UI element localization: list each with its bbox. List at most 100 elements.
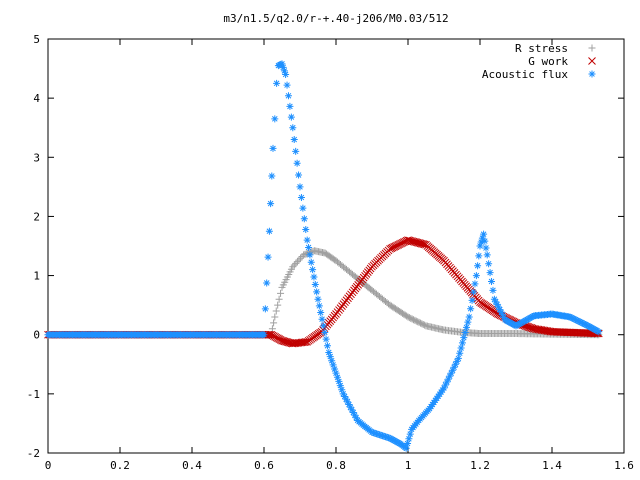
data-point xyxy=(404,440,412,448)
data-point xyxy=(339,390,347,398)
data-point xyxy=(465,313,473,321)
data-point xyxy=(277,289,285,297)
x-tick-label: 0 xyxy=(45,459,52,472)
data-point xyxy=(525,323,534,332)
data-point xyxy=(463,323,470,331)
x-tick-label: 0.6 xyxy=(254,459,274,472)
data-point xyxy=(295,171,303,179)
data-point xyxy=(481,237,489,245)
data-point xyxy=(286,102,294,110)
data-point xyxy=(456,349,464,357)
data-point xyxy=(475,252,483,260)
legend-marker xyxy=(588,44,596,52)
data-point xyxy=(306,251,314,259)
data-point xyxy=(300,215,308,223)
y-axis: -2 -1 0 1 2 3 4 5 xyxy=(27,33,624,460)
data-point xyxy=(292,147,300,155)
data-point xyxy=(335,377,343,385)
data-point xyxy=(265,227,273,235)
y-tick-label: 1 xyxy=(33,270,40,283)
data-point xyxy=(406,430,414,438)
series-2 xyxy=(44,60,603,452)
x-tick-label: 1 xyxy=(405,459,412,472)
legend-marker xyxy=(588,57,596,65)
data-point xyxy=(467,305,475,313)
data-point xyxy=(329,361,337,369)
data-point xyxy=(336,382,344,390)
data-point xyxy=(315,302,323,310)
data-point xyxy=(588,70,596,78)
data-point xyxy=(493,300,501,308)
data-point xyxy=(500,313,508,321)
data-point xyxy=(349,408,357,416)
data-point xyxy=(287,113,295,121)
x-axis: 0 0.2 0.4 0.6 0.8 1 1.2 1.4 1.6 xyxy=(45,39,634,472)
data-point xyxy=(322,335,330,343)
data-point xyxy=(280,67,288,75)
data-point xyxy=(468,296,476,304)
data-point xyxy=(297,194,305,202)
legend-label: Acoustic flux xyxy=(482,68,568,81)
data-point xyxy=(474,262,482,270)
plot-area xyxy=(44,60,603,452)
data-point xyxy=(476,242,484,250)
data-point xyxy=(338,386,346,394)
y-tick-label: 3 xyxy=(33,151,40,164)
y-tick-label: -1 xyxy=(27,388,40,401)
data-point xyxy=(443,378,451,386)
data-point xyxy=(478,234,486,242)
data-point xyxy=(496,306,504,314)
data-point xyxy=(480,230,488,238)
data-point xyxy=(527,324,536,332)
chart-title: m3/n1.5/q2.0/r-+.40-j206/M0.03/512 xyxy=(223,12,448,25)
data-point xyxy=(289,124,297,132)
data-point xyxy=(494,303,502,311)
data-point xyxy=(342,395,350,403)
data-point xyxy=(485,260,493,268)
data-point xyxy=(293,258,301,266)
y-tick-label: 2 xyxy=(33,210,40,223)
data-point xyxy=(497,308,505,316)
data-point xyxy=(269,144,277,152)
data-point xyxy=(290,261,298,269)
data-point xyxy=(326,353,334,361)
data-point xyxy=(283,81,291,89)
data-point xyxy=(351,411,359,419)
data-point xyxy=(263,279,271,287)
legend-label: R stress xyxy=(515,42,568,55)
data-point xyxy=(348,406,356,414)
data-point xyxy=(313,288,321,296)
data-point xyxy=(444,375,452,383)
data-point xyxy=(499,311,506,319)
data-point xyxy=(299,204,307,212)
data-point xyxy=(482,244,490,252)
data-point xyxy=(460,334,468,342)
data-point xyxy=(268,172,276,180)
legend-label: G work xyxy=(528,55,568,68)
data-point xyxy=(272,307,280,315)
data-point xyxy=(278,60,286,68)
data-point xyxy=(452,360,460,368)
data-point xyxy=(295,256,303,264)
data-point xyxy=(461,328,469,336)
data-point xyxy=(446,372,454,380)
data-point xyxy=(279,63,287,71)
data-point xyxy=(470,288,478,296)
x-tick-label: 1.2 xyxy=(470,459,490,472)
data-point xyxy=(344,398,352,406)
x-tick-label: 0.8 xyxy=(326,459,346,472)
data-point xyxy=(271,115,279,123)
data-point xyxy=(524,323,533,331)
y-tick-label: 5 xyxy=(33,33,40,46)
y-tick-label: 0 xyxy=(33,329,40,342)
x-tick-label: 0.2 xyxy=(110,459,130,472)
data-point xyxy=(296,183,304,191)
data-point xyxy=(268,325,276,333)
data-point xyxy=(311,280,319,288)
data-point xyxy=(588,57,596,65)
data-point xyxy=(483,251,491,259)
data-point xyxy=(457,344,465,352)
data-point xyxy=(402,444,410,452)
